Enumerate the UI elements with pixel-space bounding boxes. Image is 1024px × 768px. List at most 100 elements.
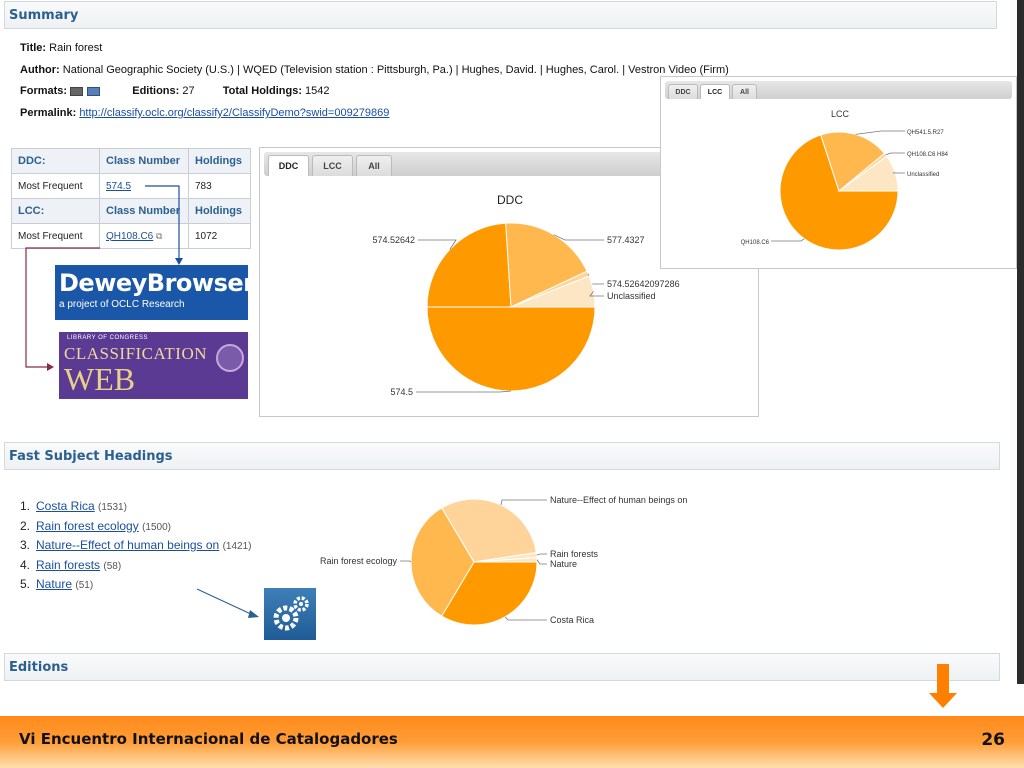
classification-web-logo[interactable]: LIBRARY OF CONGRESS CLASSIFICATION WEB bbox=[59, 332, 248, 399]
pie-leader-line bbox=[589, 291, 604, 297]
seal-icon bbox=[216, 344, 244, 372]
lcc-pie-chart: LCC QH108.C6 QH541.5.R27 QH108.C6 H84 Uncla… bbox=[741, 109, 949, 251]
subject-count: (1421) bbox=[222, 541, 252, 552]
permalink-link[interactable]: http://classify.oclc.org/classify2/Class… bbox=[79, 107, 390, 119]
pie-label: Costa Rica bbox=[550, 615, 594, 625]
pie-leader-line bbox=[536, 559, 547, 565]
tab-ddc-2[interactable]: DDC bbox=[668, 84, 698, 99]
footer-title: Vi Encuentro Internacional de Catalogado… bbox=[19, 730, 398, 748]
pie-label: 574.52642 bbox=[372, 235, 415, 245]
pie-leader-line bbox=[553, 234, 604, 241]
fast-pie-slices: Costa Rica Rain forest ecology Nature--Eff… bbox=[320, 495, 687, 626]
lcc-class-link[interactable]: QH108.C6 bbox=[106, 230, 154, 242]
lcc-holdings: 1072 bbox=[188, 223, 251, 249]
editions-header: Editions bbox=[4, 653, 1000, 681]
pie-label: Nature bbox=[550, 559, 577, 569]
title-label: Title: bbox=[20, 42, 47, 54]
arrow-head-gears bbox=[248, 610, 259, 618]
pie-label: Rain forest ecology bbox=[320, 556, 398, 566]
item-number: 4. bbox=[20, 557, 31, 572]
class-number-header: Class Number bbox=[99, 148, 189, 174]
slide-footer: Vi Encuentro Internacional de Catalogado… bbox=[0, 716, 1024, 768]
pie-label: 577.4327 bbox=[607, 235, 645, 245]
scrollbar-edge bbox=[1017, 0, 1024, 684]
pie-label: Nature--Effect of human beings on bbox=[550, 495, 687, 505]
subject-link[interactable]: Nature--Effect of human beings on bbox=[36, 538, 220, 552]
pie-slice-rain-forests[interactable] bbox=[473, 552, 538, 563]
pie-slice-nature-effect-of-human-beings-on[interactable] bbox=[441, 498, 537, 563]
subject-count: (1531) bbox=[98, 502, 127, 513]
list-item: 2. Rain forest ecology (1500) bbox=[20, 519, 251, 539]
item-number: 2. bbox=[20, 518, 31, 533]
dewey-logo-title: DeweyBrowser bbox=[59, 269, 255, 297]
tab-all-2[interactable]: All bbox=[732, 84, 757, 99]
item-number: 3. bbox=[20, 538, 31, 552]
title-line: Title: Rain forest bbox=[20, 42, 102, 54]
pie-label: 574.52642097286 bbox=[607, 279, 680, 289]
subject-link[interactable]: Rain forest ecology bbox=[36, 518, 139, 533]
pie-label: Rain forests bbox=[550, 549, 599, 559]
subject-link[interactable]: Costa Rica bbox=[36, 499, 95, 513]
ddc-row-label: Most Frequent bbox=[11, 173, 100, 199]
pie-label: QH541.5.R27 bbox=[907, 130, 944, 136]
dewey-logo-subtitle: a project of OCLC Research bbox=[59, 299, 185, 310]
tab-ddc[interactable]: DDC bbox=[268, 155, 309, 176]
pie-slice-rain-forest-ecology[interactable] bbox=[410, 507, 475, 617]
pie-slice-574-5[interactable] bbox=[426, 306, 596, 392]
pie-slice-qh108-c6[interactable] bbox=[779, 134, 899, 251]
subject-link[interactable]: Rain forests bbox=[36, 557, 101, 572]
fast-subject-list: 1. Costa Rica (1531) 2. Rain forest ecolog… bbox=[20, 499, 251, 597]
pie-slice-574-52642[interactable] bbox=[426, 222, 512, 308]
lcc-header: LCC: bbox=[11, 198, 100, 224]
subject-count: (51) bbox=[75, 580, 94, 591]
list-item: 3. Nature--Effect of human beings on (142… bbox=[20, 538, 251, 558]
pie-leader-line bbox=[400, 560, 412, 563]
author-label: Author: bbox=[20, 64, 60, 76]
lcc-pie-slices: QH108.C6 QH541.5.R27 QH108.C6 H84 Unclassif… bbox=[741, 130, 949, 251]
permalink-label: Permalink: bbox=[20, 107, 77, 119]
lcc-chart-title: LCC bbox=[831, 109, 850, 119]
subject-link[interactable]: Nature bbox=[36, 577, 73, 591]
holdings-header-2: Holdings bbox=[188, 198, 251, 224]
ddc-class-link[interactable]: 574.5 bbox=[106, 180, 132, 192]
author-value: National Geographic Society (U.S.) | WQE… bbox=[62, 64, 729, 76]
lcc-panel-tabs: DDC LCC All bbox=[665, 81, 1012, 99]
pie-leader-line bbox=[885, 152, 905, 156]
holdings-header: Holdings bbox=[188, 148, 251, 174]
editions-label: Editions: bbox=[132, 85, 180, 97]
total-holdings-value: 1542 bbox=[305, 85, 330, 97]
pie-slice-nature[interactable] bbox=[473, 557, 538, 563]
pie-leader-line bbox=[504, 616, 547, 621]
ddc-pie-slices: 574.5 574.52642 577.4327 574.52642097286 Unc… bbox=[372, 222, 680, 397]
tab-lcc-2[interactable]: LCC bbox=[700, 84, 730, 99]
editions-title: Editions bbox=[9, 660, 69, 675]
pie-slice-costa-rica[interactable] bbox=[441, 561, 538, 626]
pie-label: Unclassified bbox=[607, 291, 656, 301]
dewey-browser-logo[interactable]: DeweyBrowser a project of OCLC Research bbox=[55, 265, 255, 320]
external-link-icon[interactable]: ⧉ bbox=[156, 230, 163, 241]
arrow-head-dewey bbox=[175, 258, 183, 265]
list-item: 1. Costa Rica (1531) bbox=[20, 499, 251, 519]
formats-label: Formats: bbox=[20, 85, 68, 97]
list-item: 4. Rain forests (58) bbox=[20, 558, 251, 578]
author-line: Author: National Geographic Society (U.S… bbox=[20, 64, 729, 76]
subject-count: (1500) bbox=[142, 521, 171, 533]
videocassette-icon bbox=[70, 86, 84, 96]
tab-all[interactable]: All bbox=[356, 155, 392, 176]
pie-slice-qh541-5-r27[interactable] bbox=[820, 131, 886, 192]
gears-icon[interactable] bbox=[264, 588, 316, 640]
list-item: 5. Nature (51) bbox=[20, 577, 251, 597]
ddc-header: DDC: bbox=[11, 148, 100, 174]
fast-title: Fast Subject Headings bbox=[9, 449, 173, 464]
tab-lcc[interactable]: LCC bbox=[312, 155, 353, 176]
permalink-line: Permalink: http://classify.oclc.org/clas… bbox=[20, 107, 389, 119]
pie-label: 574.5 bbox=[390, 387, 413, 397]
summary-header: Summary bbox=[4, 1, 997, 29]
pie-leader-line bbox=[771, 238, 805, 242]
item-number: 1. bbox=[20, 499, 31, 513]
formats-line: Formats: Editions: 27 Total Holdings: 15… bbox=[20, 85, 330, 97]
subject-count: (58) bbox=[103, 560, 122, 572]
class-number-header-2: Class Number bbox=[99, 198, 189, 224]
ddc-pie-chart: DDC 574.5 574.52642 577.4327 574.5264209728… bbox=[372, 193, 680, 397]
